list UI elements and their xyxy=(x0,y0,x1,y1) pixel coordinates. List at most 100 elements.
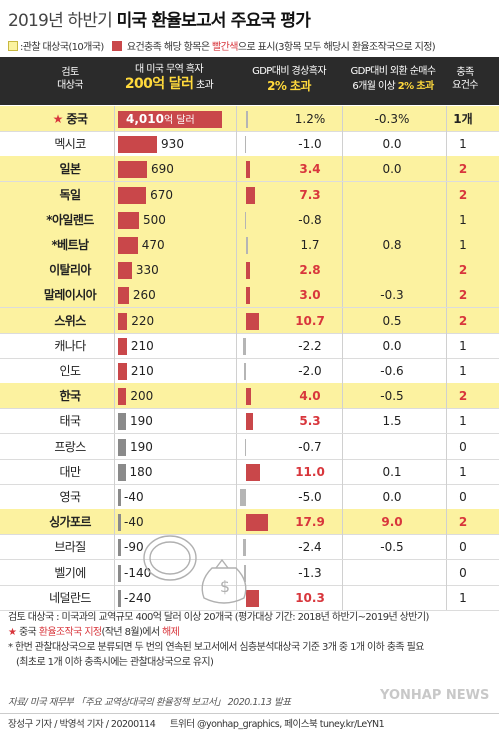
table-row: 영국 -40 -5.0 0.0 0 xyxy=(0,484,499,510)
trade-bar xyxy=(118,262,132,280)
criteria-count: 1 xyxy=(459,212,467,227)
column-divider xyxy=(446,584,447,610)
criteria-count: 0 xyxy=(459,565,467,580)
column-divider xyxy=(446,257,447,283)
source-note: 자료/ 미국 재무부 「주요 교역상대국의 환율정책 보고서」 2020.1.1… xyxy=(8,697,291,708)
table-row: 대만 180 11.0 0.1 1 xyxy=(0,458,499,485)
column-divider xyxy=(446,509,447,535)
notes: 검토 대상국 : 미국과의 교역규모 400억 달러 이상 20개국 (평가대상… xyxy=(8,610,429,670)
column-divider xyxy=(114,358,115,383)
trade-value: -40 xyxy=(124,490,144,504)
trade-value: 210 xyxy=(130,364,154,378)
trade-bar xyxy=(118,136,158,154)
gdp-bar xyxy=(243,337,246,355)
header-gdp-line1: GDP대비 경상흑자 xyxy=(252,66,326,77)
trade-unit: 억 달러 xyxy=(163,115,195,126)
column-divider xyxy=(342,332,343,358)
gdp-bar xyxy=(246,111,248,128)
fx-value: 0.0 xyxy=(382,338,402,353)
table-row: 벨기에 -140 -1.3 0 xyxy=(0,559,499,586)
criteria-count: 1 xyxy=(459,414,467,429)
column-divider xyxy=(236,433,237,459)
column-divider xyxy=(114,584,115,610)
criteria-count: 2 xyxy=(458,515,468,530)
country-name: 독일 xyxy=(59,187,81,202)
gdp-value: 3.4 xyxy=(299,162,321,177)
country-name: 싱가포르 xyxy=(49,515,91,530)
column-divider xyxy=(236,156,237,182)
column-divider xyxy=(342,484,343,509)
country-name: 한국 xyxy=(59,389,81,404)
fx-value: 0.0 xyxy=(382,162,402,177)
column-divider xyxy=(236,232,237,257)
column-divider xyxy=(446,181,447,207)
watermark-logo: YONHAP NEWS xyxy=(380,688,490,703)
gdp-bar xyxy=(243,363,246,380)
gdp-value: -1.3 xyxy=(298,565,322,580)
table-row: 이탈리아 330 2.8 2 xyxy=(0,257,499,284)
column-divider xyxy=(236,257,237,283)
trade-bar xyxy=(118,312,128,330)
header-count-line1: 충족 xyxy=(456,67,474,78)
country-name: ★ 중국 xyxy=(25,106,115,132)
column-divider xyxy=(446,484,447,509)
table-row: 인도 210 -2.0 -0.6 1 xyxy=(0,358,499,384)
table-row: 말레이시아 260 3.0 -0.3 2 xyxy=(0,282,499,309)
column-divider xyxy=(446,458,447,484)
column-divider xyxy=(342,181,343,207)
column-divider xyxy=(342,408,343,434)
coin-icon xyxy=(143,535,197,581)
column-divider xyxy=(342,358,343,383)
fx-value: -0.5 xyxy=(380,389,404,404)
column-divider xyxy=(342,458,343,484)
gdp-value: -2.2 xyxy=(298,338,322,353)
column-divider xyxy=(114,282,115,308)
trade-bar xyxy=(118,287,129,305)
country-name: 인도 xyxy=(59,364,81,378)
legend-yellow-swatch xyxy=(8,41,18,51)
gdp-bar xyxy=(244,564,246,582)
trade-value: 200 xyxy=(130,389,154,404)
column-divider xyxy=(114,559,115,585)
trade-bar xyxy=(118,363,127,380)
gdp-value: -0.7 xyxy=(298,439,322,454)
column-divider xyxy=(236,106,237,131)
column-divider xyxy=(342,257,343,283)
column-divider xyxy=(446,534,447,560)
criteria-count: 2 xyxy=(458,162,468,177)
column-divider xyxy=(114,484,115,509)
gdp-value: 10.7 xyxy=(295,313,325,328)
trade-bar xyxy=(118,489,121,506)
gdp-value: 1.2% xyxy=(294,112,326,126)
table-header: 검토 대상국 대 미국 무역 흑자 200억 달러 초과 GDP대비 경상흑자 … xyxy=(0,57,499,105)
gdp-bar xyxy=(246,262,250,280)
fx-value xyxy=(352,434,432,460)
country-name: 말레이시아 xyxy=(43,288,97,303)
fx-value: -0.3 xyxy=(380,288,404,303)
trade-value: 930 xyxy=(161,137,184,152)
fx-value: -0.3% xyxy=(374,112,410,126)
gdp-value: 11.0 xyxy=(295,464,325,479)
gdp-value: 3.0 xyxy=(299,288,321,303)
gdp-bar xyxy=(239,489,246,506)
gdp-bar xyxy=(243,539,246,557)
column-divider xyxy=(446,332,447,358)
gdp-bar xyxy=(246,413,253,431)
country-name: 대만 xyxy=(59,464,81,479)
header-country: 검토 대상국 xyxy=(25,66,115,92)
fx-value: 9.0 xyxy=(381,515,403,530)
trade-value: 180 xyxy=(129,464,153,479)
credit-text: 장성구 기자 / 박영석 기자 / 20200114 xyxy=(8,719,156,730)
country-name: 벨기에 xyxy=(54,565,86,580)
note-china-c: (작년 8월)에서 xyxy=(101,627,163,638)
trade-value: 670 xyxy=(150,187,174,202)
country-name: *베트남 xyxy=(51,238,90,252)
column-divider xyxy=(342,232,343,257)
table-row: ★ 중국 4,010억 달러 1.2% -0.3% 1개 xyxy=(0,106,499,132)
criteria-count: 1개 xyxy=(453,112,473,126)
table-row: 한국 200 4.0 -0.5 2 xyxy=(0,383,499,410)
table-row: 싱가포르 -40 17.9 9.0 2 xyxy=(0,509,499,536)
column-divider xyxy=(236,307,237,333)
header-trade-suffix: 초과 xyxy=(193,80,214,91)
trade-bar xyxy=(118,413,126,431)
